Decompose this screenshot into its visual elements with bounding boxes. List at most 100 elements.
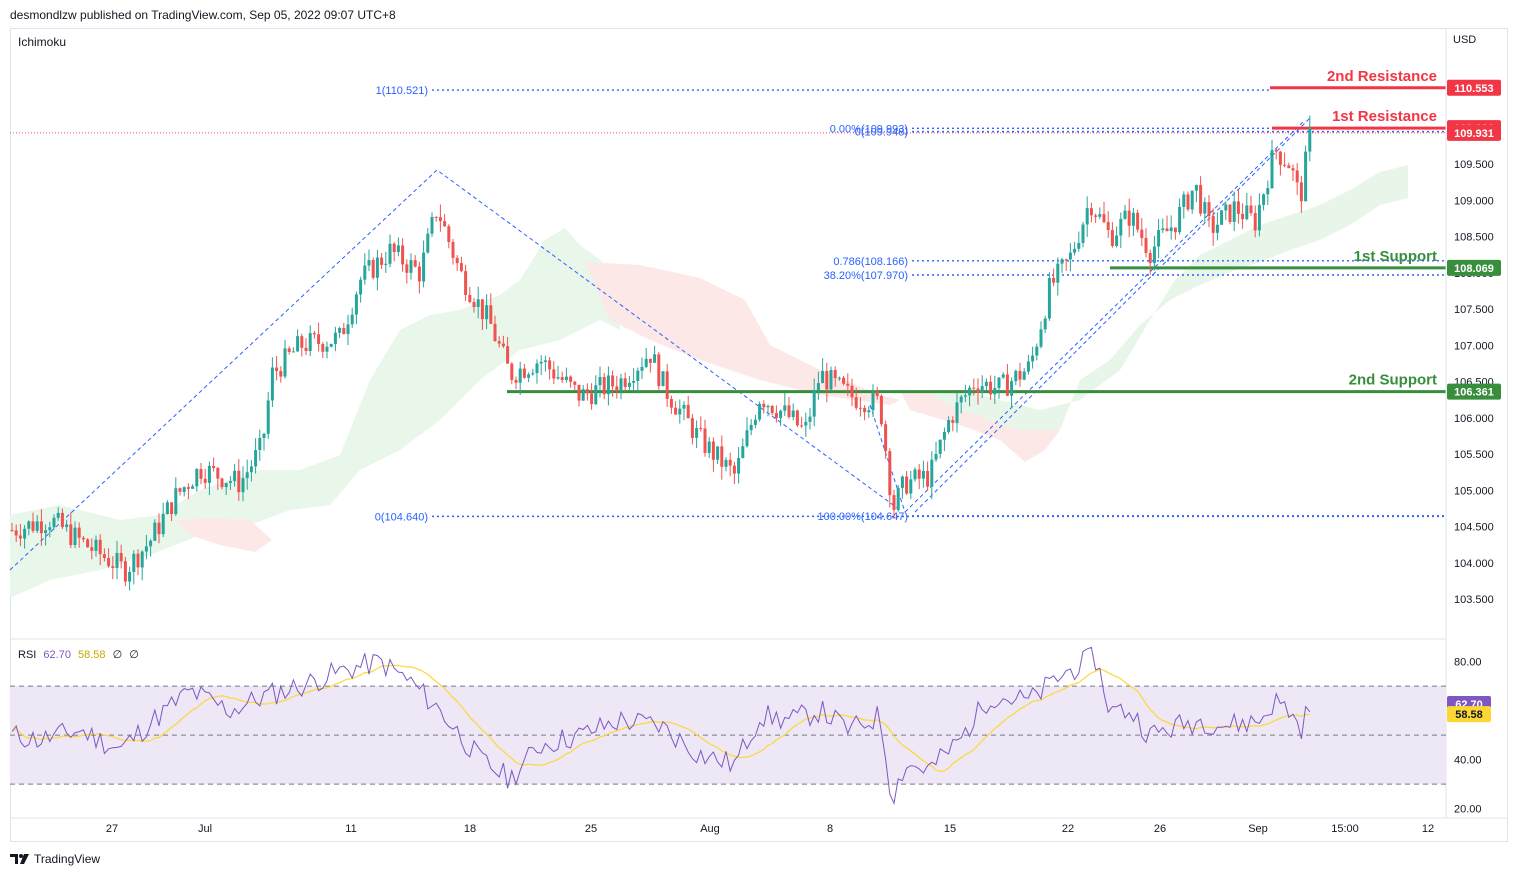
candle-body — [1299, 182, 1303, 202]
candle-body — [1207, 202, 1211, 217]
candle-body — [73, 527, 77, 546]
candle-body — [1148, 252, 1152, 264]
candle-body — [1039, 329, 1043, 347]
candle-body — [997, 377, 1001, 389]
time-axis[interactable]: 27 Jul 11 18 25 Aug 8 15 22 26 Sep 15:00 12 — [106, 823, 1434, 835]
candle-body — [863, 407, 867, 413]
candle-body — [665, 371, 669, 399]
rsi-tick-label: 20.00 — [1454, 804, 1482, 816]
candle-body — [917, 469, 921, 479]
candle-body — [77, 527, 81, 538]
candle-body — [1047, 278, 1051, 319]
candle-body — [606, 375, 610, 395]
candle-body — [527, 374, 531, 378]
cloud-red-segment — [900, 390, 1060, 462]
fib-trend-line — [904, 119, 1306, 513]
candle-body — [812, 390, 816, 417]
candle-body — [69, 524, 73, 546]
candle-body — [1060, 259, 1064, 264]
candle-body — [564, 376, 568, 381]
candle-body — [1257, 204, 1261, 231]
rsi-badge-label: 58.58 — [1455, 709, 1483, 721]
candle-body — [18, 535, 22, 539]
candle-body — [447, 226, 451, 243]
candle-body — [716, 446, 720, 460]
candle-body — [270, 367, 274, 401]
candle-body — [573, 381, 577, 385]
fib-level-label: 0.00%(109.993) — [830, 123, 908, 135]
candle-body — [396, 245, 400, 252]
candle-body — [65, 524, 69, 528]
candle-body — [140, 551, 144, 568]
rsi-label: RSI — [18, 649, 37, 661]
candle-body — [686, 404, 690, 419]
candle-body — [401, 245, 405, 265]
candle-body — [791, 410, 795, 418]
rsi-pane[interactable]: 80.00 40.00 20.00 62.70 58.58 — [10, 646, 1491, 816]
candle-body — [968, 387, 972, 396]
candle-body — [1014, 370, 1018, 382]
candle-body — [52, 517, 56, 528]
candle-body — [392, 243, 396, 252]
candle-body — [497, 341, 501, 344]
candle-body — [867, 410, 871, 413]
candle-body — [531, 373, 535, 375]
candle-body — [816, 383, 820, 391]
rsi-band — [10, 686, 1446, 785]
candle-body — [1001, 374, 1005, 378]
candle-body — [1169, 227, 1173, 232]
time-tick-label: Jul — [198, 823, 212, 835]
candle-body — [636, 370, 640, 381]
candle-body — [426, 233, 430, 253]
candle-body — [1136, 212, 1140, 230]
fib-level-label: 38.20%(107.970) — [824, 270, 908, 282]
candle-body — [711, 441, 715, 460]
candle-body — [275, 367, 279, 371]
candle-body — [48, 527, 52, 531]
price-axis[interactable]: 110.000109.500109.000108.500108.000107.5… — [10, 28, 1508, 819]
candle-body — [1215, 224, 1219, 233]
price-badge — [1447, 383, 1501, 400]
candle-body — [1249, 205, 1253, 214]
candle-body — [905, 476, 909, 494]
time-tick-label: 27 — [106, 823, 118, 835]
candle-body — [35, 521, 39, 531]
candle-body — [1173, 227, 1177, 233]
candle-body — [367, 260, 371, 266]
candle-body — [132, 553, 136, 572]
candle-body — [207, 465, 211, 483]
price-badge-label: 106.361 — [1454, 387, 1494, 399]
candle-body — [833, 370, 837, 379]
candle-body — [359, 279, 363, 295]
candle-body — [774, 413, 778, 419]
candle-body — [94, 539, 98, 551]
candle-body — [312, 333, 316, 335]
candle-body — [548, 360, 552, 370]
indicator-name[interactable]: Ichimoku — [18, 35, 67, 49]
candle-body — [1064, 259, 1068, 261]
candle-body — [237, 470, 241, 493]
footer[interactable]: TradingView — [10, 852, 100, 866]
candle-body — [1152, 246, 1156, 264]
candle-body — [174, 488, 178, 515]
candle-body — [375, 257, 379, 278]
candle-body — [829, 370, 833, 390]
candle-body — [590, 393, 594, 405]
candle-body — [1106, 222, 1110, 231]
candle-body — [31, 521, 35, 531]
candle-body — [493, 323, 497, 342]
candle-body — [543, 360, 547, 362]
candle-body — [506, 346, 510, 364]
candle-body — [955, 402, 959, 423]
candle-body — [438, 217, 442, 222]
candle-body — [884, 424, 888, 452]
candle-body — [577, 384, 581, 401]
candle-body — [1287, 165, 1291, 169]
candle-body — [1295, 170, 1299, 183]
candle-body — [128, 571, 132, 582]
time-tick-label: 11 — [345, 823, 356, 835]
candle-body — [1144, 238, 1148, 253]
rsi-legend[interactable]: RSI 62.70 58.58 ∅ ∅ — [18, 648, 143, 661]
candle-body — [808, 416, 812, 422]
